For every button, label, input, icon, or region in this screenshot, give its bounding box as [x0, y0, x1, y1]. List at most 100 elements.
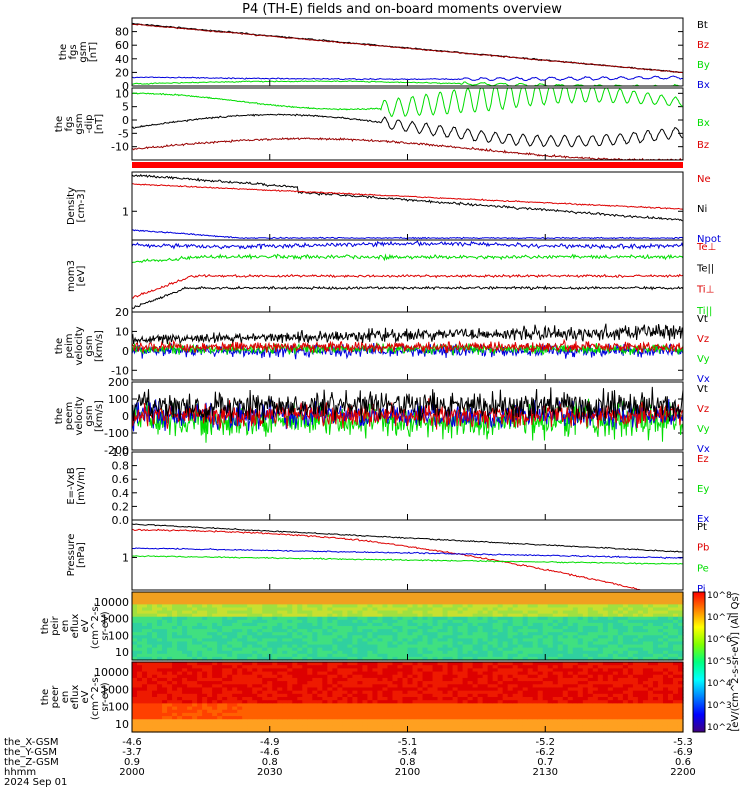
heatmap-cell — [577, 629, 584, 633]
heatmap-cell — [627, 671, 634, 676]
heatmap-cell — [597, 592, 604, 596]
legend-entry: Pt — [697, 522, 707, 533]
heatmap-cell — [607, 681, 614, 685]
heatmap-cell — [372, 647, 379, 652]
heatmap-cell — [357, 604, 364, 609]
heatmap-cell — [577, 693, 584, 698]
heatmap-cell — [602, 626, 609, 630]
heatmap-cell — [132, 693, 138, 698]
heatmap-cell — [162, 693, 168, 698]
heatmap-cell — [392, 653, 399, 658]
heatmap-cell — [162, 687, 168, 692]
heatmap-cell — [487, 662, 494, 666]
heatmap-cell — [577, 638, 584, 643]
heatmap-cell — [307, 700, 313, 704]
heatmap-cell — [592, 716, 599, 720]
heatmap-cell — [317, 712, 323, 717]
heatmap-cell — [457, 635, 464, 639]
heatmap-cell — [197, 598, 203, 602]
heatmap-cell — [222, 662, 228, 666]
heatmap-cell — [532, 610, 539, 615]
heatmap-cell — [207, 641, 213, 646]
heatmap-cell — [172, 712, 178, 717]
heatmap-cell — [422, 641, 429, 646]
heatmap-cell — [597, 662, 604, 666]
heatmap-cell — [172, 700, 178, 704]
heatmap-cell — [597, 598, 604, 602]
heatmap-cell — [562, 598, 569, 602]
heatmap-cell — [417, 709, 424, 714]
heatmap-cell — [362, 626, 369, 630]
heatmap-cell — [552, 700, 559, 704]
heatmap-cell — [177, 684, 183, 689]
heatmap-cell — [132, 650, 138, 655]
heatmap-cell — [292, 700, 298, 704]
heatmap-cell — [232, 700, 238, 704]
heatmap-cell — [457, 656, 464, 661]
heatmap-cell — [362, 632, 369, 636]
heatmap-cell — [272, 632, 278, 636]
heatmap-cell — [342, 632, 348, 636]
heatmap-cell — [467, 690, 474, 695]
heatmap-cell — [612, 626, 619, 630]
heatmap-cell — [587, 592, 594, 596]
heatmap-cell — [232, 635, 238, 639]
heatmap-cell — [652, 632, 659, 636]
heatmap-cell — [177, 725, 183, 730]
heatmap-cell — [197, 687, 203, 692]
heatmap-cell — [652, 709, 659, 714]
heatmap-cell — [257, 650, 263, 655]
heatmap-cell — [432, 687, 439, 692]
heatmap-cell — [552, 712, 559, 717]
heatmap-cell — [527, 650, 534, 655]
y-tick-label: 1 — [122, 205, 129, 218]
heatmap-cell — [362, 638, 369, 643]
heatmap-cell — [132, 619, 138, 624]
heatmap-cell — [582, 728, 589, 733]
heatmap-cell — [252, 653, 258, 658]
heatmap-cell — [392, 712, 399, 717]
heatmap-cell — [292, 697, 298, 701]
heatmap-cell — [312, 638, 318, 643]
heatmap-cell — [182, 687, 188, 692]
heatmap-cell — [537, 598, 544, 602]
heatmap-cell — [407, 622, 414, 627]
heatmap-cell — [227, 604, 233, 609]
heatmap-cell — [327, 671, 333, 676]
heatmap-cell — [417, 674, 424, 679]
heatmap-cell — [287, 700, 293, 704]
heatmap-cell — [412, 668, 419, 673]
heatmap-cell — [492, 632, 499, 636]
heatmap-cell — [507, 592, 514, 596]
heatmap-cell — [242, 601, 248, 605]
heatmap-cell — [202, 638, 208, 643]
heatmap-cell — [182, 622, 188, 627]
heatmap-cell — [632, 635, 639, 639]
heatmap-cell — [657, 668, 664, 673]
heatmap-cell — [437, 716, 444, 720]
heatmap-cell — [342, 668, 348, 673]
heatmap-cell — [182, 668, 188, 673]
heatmap-cell — [472, 650, 479, 655]
heatmap-cell — [137, 616, 143, 621]
heatmap-cell — [527, 693, 534, 698]
heatmap-cell — [432, 616, 439, 621]
heatmap-cell — [587, 690, 594, 695]
heatmap-cell — [442, 703, 449, 708]
heatmap-cell — [492, 613, 499, 618]
heatmap-cell — [462, 638, 469, 643]
heatmap-cell — [562, 662, 569, 666]
heatmap-cell — [622, 626, 629, 630]
heatmap-cell — [437, 684, 444, 689]
heatmap-cell — [292, 687, 298, 692]
heatmap-cell — [597, 722, 604, 727]
heatmap-cell — [392, 595, 399, 599]
heatmap-cell — [202, 607, 208, 612]
heatmap-cell — [257, 662, 263, 666]
y-axis-label: [nPa] — [76, 542, 87, 568]
heatmap-cell — [322, 681, 328, 685]
heatmap-cell — [617, 722, 624, 727]
heatmap-cell — [312, 700, 318, 704]
heatmap-cell — [137, 595, 143, 599]
heatmap-cell — [332, 662, 338, 666]
